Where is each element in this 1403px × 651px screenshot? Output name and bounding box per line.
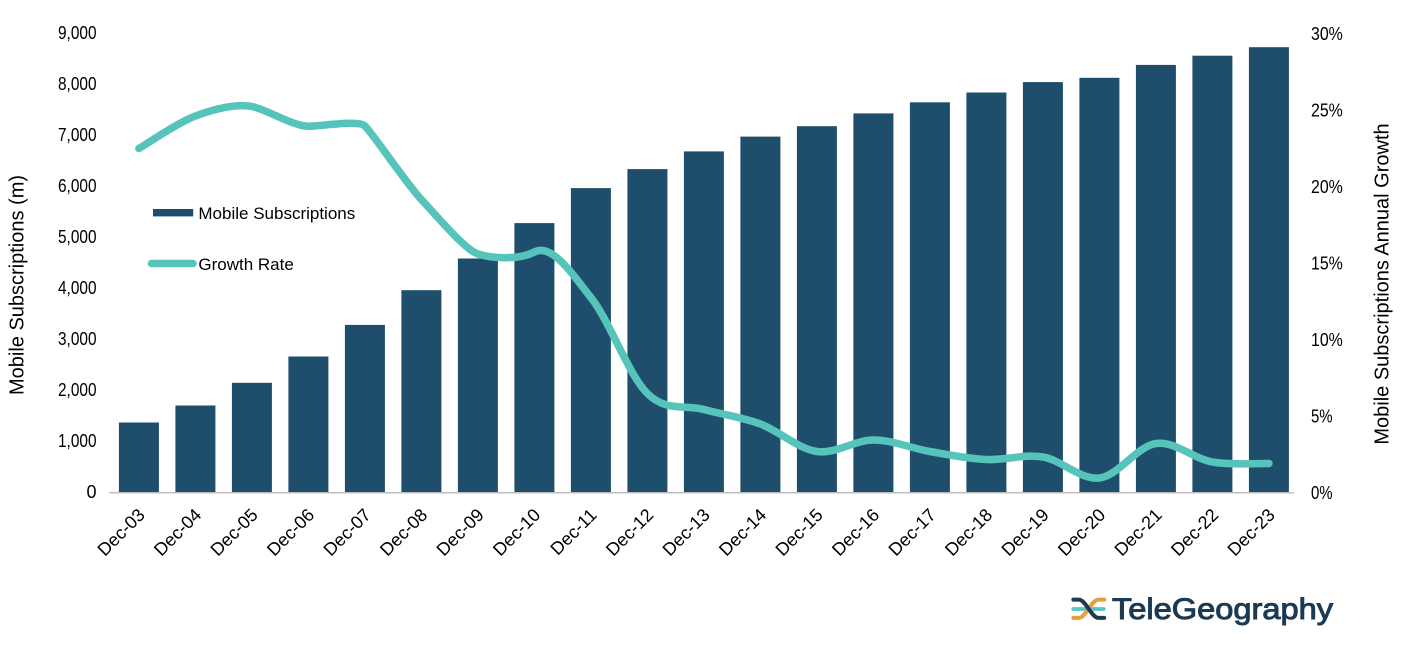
svg-text:4,000: 4,000 — [58, 278, 97, 298]
svg-text:Mobile Subscriptions: Mobile Subscriptions — [198, 204, 355, 223]
svg-text:7,000: 7,000 — [58, 125, 97, 145]
svg-text:0: 0 — [86, 482, 96, 502]
svg-text:5,000: 5,000 — [58, 227, 97, 247]
svg-text:25%: 25% — [1311, 100, 1343, 120]
svg-text:5%: 5% — [1311, 406, 1333, 426]
svg-text:6,000: 6,000 — [58, 176, 97, 196]
svg-text:30%: 30% — [1311, 24, 1343, 44]
svg-text:0%: 0% — [1311, 483, 1333, 503]
svg-text:TeleGeography: TeleGeography — [1112, 593, 1333, 626]
svg-text:1,000: 1,000 — [58, 431, 97, 451]
svg-text:20%: 20% — [1311, 177, 1343, 197]
svg-text:Growth Rate: Growth Rate — [198, 255, 293, 274]
svg-text:Mobile Subscriptions Annual Gr: Mobile Subscriptions Annual Growth — [1372, 123, 1394, 444]
svg-text:2,000: 2,000 — [58, 380, 97, 400]
svg-text:Mobile Subscriptions (m): Mobile Subscriptions (m) — [7, 175, 29, 395]
svg-text:9,000: 9,000 — [58, 23, 97, 43]
svg-text:8,000: 8,000 — [58, 74, 97, 94]
svg-text:15%: 15% — [1311, 253, 1343, 273]
svg-text:3,000: 3,000 — [58, 329, 97, 349]
svg-text:10%: 10% — [1311, 330, 1343, 350]
